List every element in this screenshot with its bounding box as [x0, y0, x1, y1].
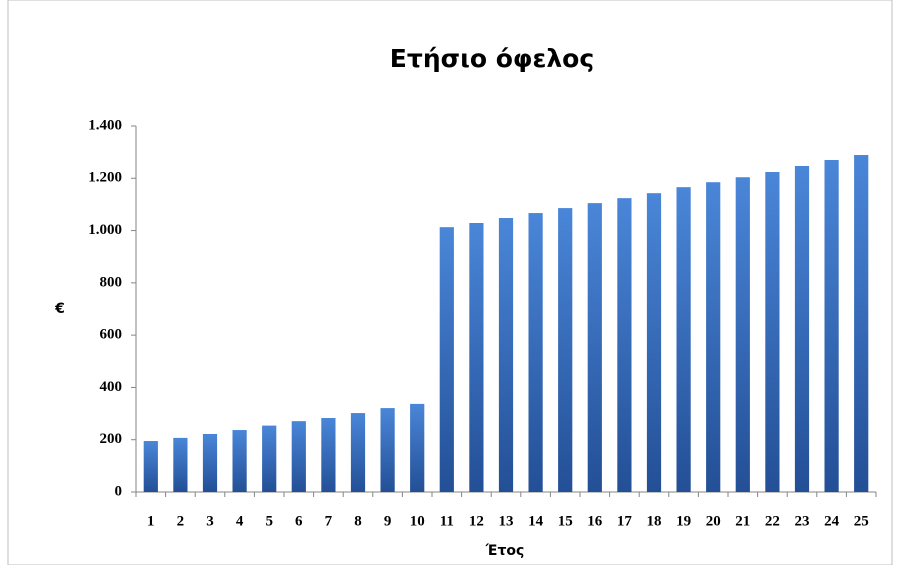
bar — [617, 198, 632, 492]
bar — [350, 413, 366, 492]
y-tick-label: 400 — [100, 379, 123, 395]
bar — [439, 227, 454, 492]
y-tick-label: 600 — [100, 327, 123, 343]
x-tick-label: 6 — [295, 513, 303, 529]
x-tick-label: 4 — [236, 513, 244, 529]
x-tick-label: 1 — [147, 513, 155, 529]
x-tick-label: 13 — [499, 513, 514, 529]
y-tick-label: 1.200 — [88, 170, 122, 186]
x-tick-label: 25 — [854, 513, 869, 529]
bar — [706, 182, 721, 492]
bar — [735, 177, 750, 493]
bar — [232, 430, 247, 492]
x-tick-label: 2 — [177, 513, 185, 529]
y-tick-label: 200 — [100, 431, 123, 447]
x-tick-label: 19 — [676, 513, 691, 529]
x-tick-label: 11 — [440, 513, 454, 529]
bar — [824, 159, 839, 492]
x-tick-label: 24 — [824, 513, 840, 529]
y-axis-title: € — [54, 301, 65, 317]
bar — [262, 425, 277, 492]
bar — [202, 433, 218, 492]
x-tick-label: 23 — [795, 513, 810, 529]
x-tick-label: 14 — [528, 513, 544, 529]
x-tick-label: 5 — [265, 513, 273, 529]
bar — [765, 172, 780, 493]
bar — [498, 218, 514, 492]
y-tick-label: 800 — [100, 274, 123, 290]
x-tick-label: 12 — [469, 513, 484, 529]
bar — [528, 213, 543, 492]
bar — [558, 208, 573, 493]
bar — [291, 421, 306, 492]
x-tick-label: 10 — [410, 513, 425, 529]
y-tick-label: 1.000 — [88, 222, 122, 238]
bar — [854, 155, 869, 493]
x-tick-label: 20 — [706, 513, 721, 529]
x-tick-label: 9 — [384, 513, 392, 529]
bar — [173, 437, 188, 492]
x-tick-label: 8 — [354, 513, 362, 529]
bar — [469, 222, 484, 493]
x-tick-label: 21 — [735, 513, 750, 529]
x-tick-label: 17 — [617, 513, 633, 529]
x-tick-label: 3 — [206, 513, 214, 529]
x-tick-label: 22 — [765, 513, 780, 529]
x-tick-label: 7 — [325, 513, 333, 529]
x-tick-label: 16 — [587, 513, 603, 529]
x-tick-label: 15 — [558, 513, 573, 529]
chart-title: Ετήσιο όφελος — [390, 44, 594, 73]
bar — [676, 187, 691, 492]
y-tick-label: 0 — [115, 483, 123, 499]
bar — [410, 403, 425, 492]
bar — [646, 193, 662, 493]
y-tick-label: 1.400 — [88, 117, 122, 133]
bar — [794, 165, 810, 492]
x-axis-title: Έτος — [485, 543, 525, 559]
bar — [587, 203, 602, 492]
x-tick-label: 18 — [647, 513, 662, 529]
bar — [380, 408, 395, 492]
bar — [321, 418, 336, 492]
bar — [143, 441, 158, 492]
